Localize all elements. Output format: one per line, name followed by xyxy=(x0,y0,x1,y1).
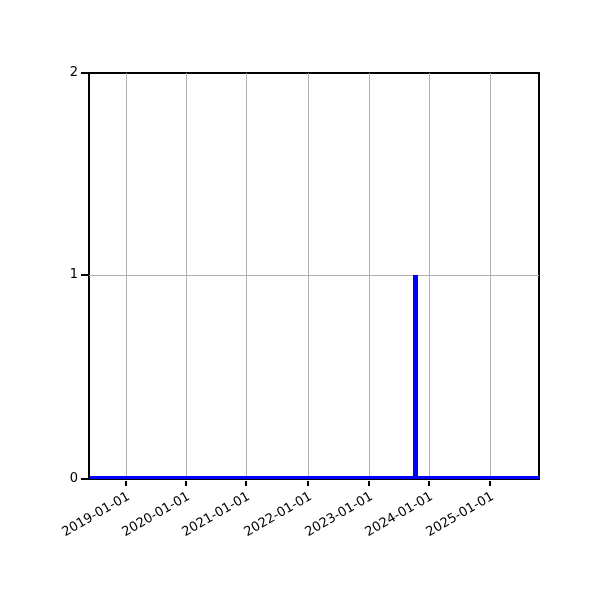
x-gridline xyxy=(125,73,127,479)
x-tick-mark xyxy=(428,481,430,486)
data-bar xyxy=(413,275,418,479)
y-tick-label: 0 xyxy=(69,471,78,486)
x-gridline xyxy=(428,73,430,479)
x-gridline xyxy=(245,73,247,479)
x-gridline xyxy=(368,73,370,479)
x-tick-mark xyxy=(489,481,491,486)
x-gridline xyxy=(307,73,309,479)
x-tick-mark xyxy=(307,481,309,486)
x-gridline xyxy=(185,73,187,479)
x-tick-mark xyxy=(185,481,187,486)
x-tick-mark xyxy=(245,481,247,486)
x-tick-mark xyxy=(368,481,370,486)
y-tick-label: 2 xyxy=(69,65,78,80)
baseline-line xyxy=(89,476,539,479)
y-tick-mark xyxy=(81,478,88,480)
y-tick-mark xyxy=(81,72,88,74)
y-tick-mark xyxy=(81,274,88,276)
x-tick-label-text: 2024-01-01 xyxy=(363,489,436,540)
plot-area xyxy=(88,72,540,480)
x-tick-label-text: 2022-01-01 xyxy=(242,489,315,540)
x-tick-label-text: 2025-01-01 xyxy=(424,489,497,540)
x-tick-mark xyxy=(125,481,127,486)
y-gridline xyxy=(89,274,539,276)
y-tick-label: 1 xyxy=(69,267,78,282)
x-gridline xyxy=(489,73,491,479)
x-tick-label-text: 2021-01-01 xyxy=(180,489,253,540)
